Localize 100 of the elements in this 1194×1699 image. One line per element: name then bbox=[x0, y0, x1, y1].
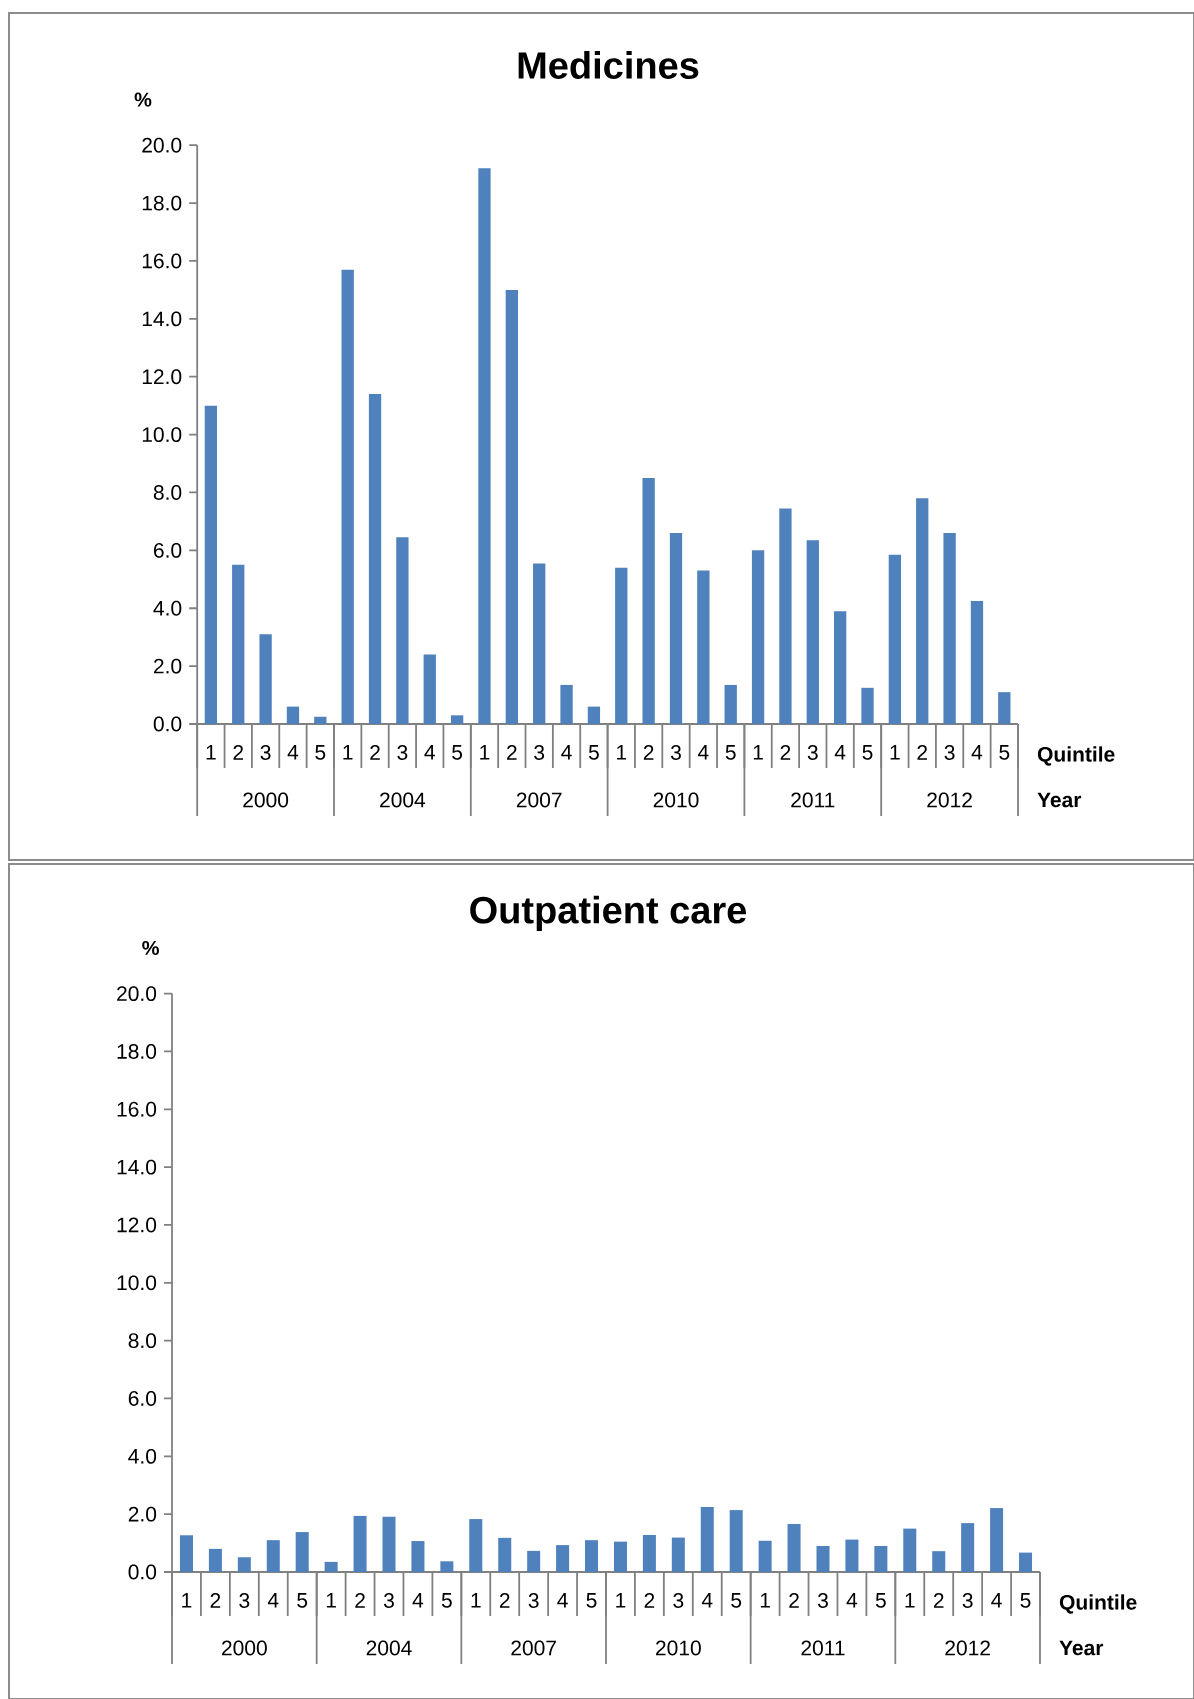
x-tick-label: 2 bbox=[370, 745, 380, 760]
y-tick-label: 16.0 bbox=[142, 253, 182, 269]
text: 2010 bbox=[653, 792, 699, 808]
x-tick-label: 5 bbox=[586, 1593, 597, 1608]
x-tick-label: 5 bbox=[875, 1593, 886, 1608]
bar bbox=[505, 289, 518, 724]
bar bbox=[970, 601, 984, 724]
text: 2000 bbox=[243, 792, 289, 808]
bar bbox=[669, 532, 683, 724]
bar bbox=[932, 1551, 946, 1572]
bar bbox=[286, 706, 300, 724]
x-tick-label: 5 bbox=[862, 745, 873, 760]
x-tick-label: 1 bbox=[182, 1593, 192, 1608]
x-tick-label: 5 bbox=[441, 1593, 452, 1608]
x-tick-label: 3 bbox=[383, 1593, 394, 1608]
bar bbox=[440, 1561, 454, 1572]
bar bbox=[671, 1537, 685, 1572]
x-tick-label: 1 bbox=[905, 1593, 915, 1608]
bar bbox=[961, 1523, 975, 1572]
bar bbox=[324, 1561, 338, 1572]
bar bbox=[314, 716, 327, 724]
bar bbox=[382, 1516, 396, 1572]
x-tick-label: 5 bbox=[725, 745, 736, 760]
text: Year bbox=[1037, 792, 1082, 808]
bar bbox=[787, 1523, 801, 1572]
x-tick-label: 2 bbox=[780, 745, 791, 760]
x-tick-label: 3 bbox=[817, 1593, 828, 1608]
bar bbox=[874, 1545, 888, 1572]
x-tick-label: 3 bbox=[807, 745, 818, 760]
x-tick-label: 2 bbox=[644, 1593, 655, 1608]
x-tick-label: 4 bbox=[846, 1593, 858, 1608]
x-tick-label: 5 bbox=[999, 745, 1010, 760]
x-tick-label: 5 bbox=[452, 745, 463, 760]
x-tick-label: 4 bbox=[267, 1593, 279, 1608]
bar bbox=[916, 498, 929, 724]
y-tick-label: 10.0 bbox=[117, 1275, 157, 1291]
x-tick-label: 5 bbox=[1020, 1593, 1031, 1608]
bar bbox=[1019, 1552, 1033, 1572]
x-tick-label: 1 bbox=[471, 1593, 481, 1608]
bar bbox=[208, 1548, 222, 1572]
bar bbox=[834, 611, 847, 724]
x-tick-label: 2 bbox=[233, 745, 243, 760]
bar bbox=[697, 570, 710, 724]
bar bbox=[469, 1519, 483, 1572]
text: 2011 bbox=[801, 1640, 845, 1656]
bar bbox=[411, 1541, 425, 1572]
y-tick-label: 20.0 bbox=[142, 137, 182, 153]
x-tick-label: 4 bbox=[412, 1593, 424, 1608]
bar bbox=[232, 564, 245, 724]
bar bbox=[560, 684, 573, 724]
bar bbox=[266, 1540, 280, 1572]
x-tick-label: 1 bbox=[753, 745, 763, 760]
x-tick-label: 5 bbox=[297, 1593, 308, 1608]
bar bbox=[396, 537, 409, 724]
x-tick-label: 5 bbox=[731, 1593, 742, 1608]
bar bbox=[845, 1539, 859, 1572]
y-tick-label: 18.0 bbox=[117, 1044, 157, 1059]
x-tick-label: 2 bbox=[643, 745, 654, 760]
x-tick-label: 4 bbox=[557, 1593, 568, 1608]
x-tick-label: 1 bbox=[480, 745, 490, 760]
bar bbox=[990, 1508, 1004, 1572]
y-tick-label: 14.0 bbox=[117, 1159, 157, 1175]
x-tick-label: 2 bbox=[210, 1593, 221, 1608]
y-tick-label: 0.0 bbox=[153, 716, 182, 732]
bar bbox=[295, 1532, 309, 1572]
y-tick-label: 6.0 bbox=[128, 1391, 157, 1406]
bar bbox=[816, 1545, 830, 1572]
x-axis-title: Quintile bbox=[1059, 1594, 1137, 1614]
x-tick-label: 4 bbox=[697, 745, 709, 760]
y-tick-label: 4.0 bbox=[153, 600, 182, 616]
x-tick-label: 1 bbox=[617, 745, 627, 760]
bar bbox=[353, 1515, 367, 1572]
x-tick-label: 3 bbox=[944, 745, 955, 760]
y-tick-label: 8.0 bbox=[128, 1333, 157, 1349]
x-tick-label: 1 bbox=[343, 745, 353, 760]
x-tick-label: 4 bbox=[991, 1593, 1002, 1608]
x-tick-label: 1 bbox=[326, 1593, 336, 1608]
text: 2007 bbox=[511, 1640, 556, 1656]
bar bbox=[806, 540, 819, 724]
bar bbox=[724, 684, 737, 724]
x-tick-label: 3 bbox=[397, 745, 408, 760]
bar bbox=[998, 692, 1011, 724]
text: Year bbox=[1059, 1640, 1104, 1656]
chart-title: Medicines bbox=[518, 51, 699, 79]
x-tick-label: 1 bbox=[616, 1593, 626, 1608]
bar bbox=[613, 1541, 627, 1572]
y-tick-label: 16.0 bbox=[117, 1101, 157, 1117]
bar bbox=[903, 1528, 917, 1572]
bar bbox=[779, 508, 792, 724]
y-tick-label: 20.0 bbox=[117, 986, 157, 1002]
y-tick-label: 0.0 bbox=[128, 1564, 157, 1580]
x-tick-label: 2 bbox=[355, 1593, 365, 1608]
y-axis-title: % bbox=[142, 940, 159, 956]
bar bbox=[943, 532, 956, 724]
x-tick-label: 1 bbox=[890, 745, 900, 760]
bar bbox=[368, 394, 382, 724]
bar bbox=[642, 1534, 656, 1572]
x-tick-label: 3 bbox=[260, 745, 271, 760]
bar bbox=[527, 1550, 541, 1572]
y-tick-label: 12.0 bbox=[117, 1217, 157, 1233]
